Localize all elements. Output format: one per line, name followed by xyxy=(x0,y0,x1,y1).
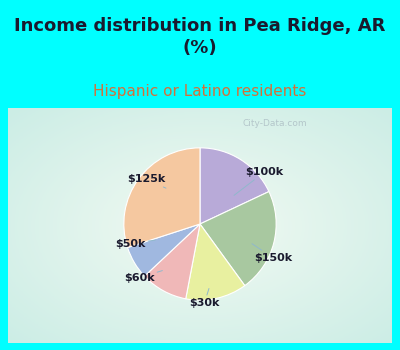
Text: Hispanic or Latino residents: Hispanic or Latino residents xyxy=(93,84,307,99)
Text: $60k: $60k xyxy=(124,271,162,283)
Text: $125k: $125k xyxy=(127,174,166,188)
Wedge shape xyxy=(200,148,269,224)
Text: $150k: $150k xyxy=(252,244,292,263)
Wedge shape xyxy=(144,224,200,299)
Wedge shape xyxy=(186,224,245,300)
Wedge shape xyxy=(200,191,276,286)
Text: $100k: $100k xyxy=(234,167,284,195)
Text: City-Data.com: City-Data.com xyxy=(243,119,308,128)
Wedge shape xyxy=(128,224,200,276)
Text: $50k: $50k xyxy=(115,239,155,249)
Text: $30k: $30k xyxy=(189,288,220,308)
Wedge shape xyxy=(124,148,200,247)
Text: Income distribution in Pea Ridge, AR
(%): Income distribution in Pea Ridge, AR (%) xyxy=(14,17,386,57)
